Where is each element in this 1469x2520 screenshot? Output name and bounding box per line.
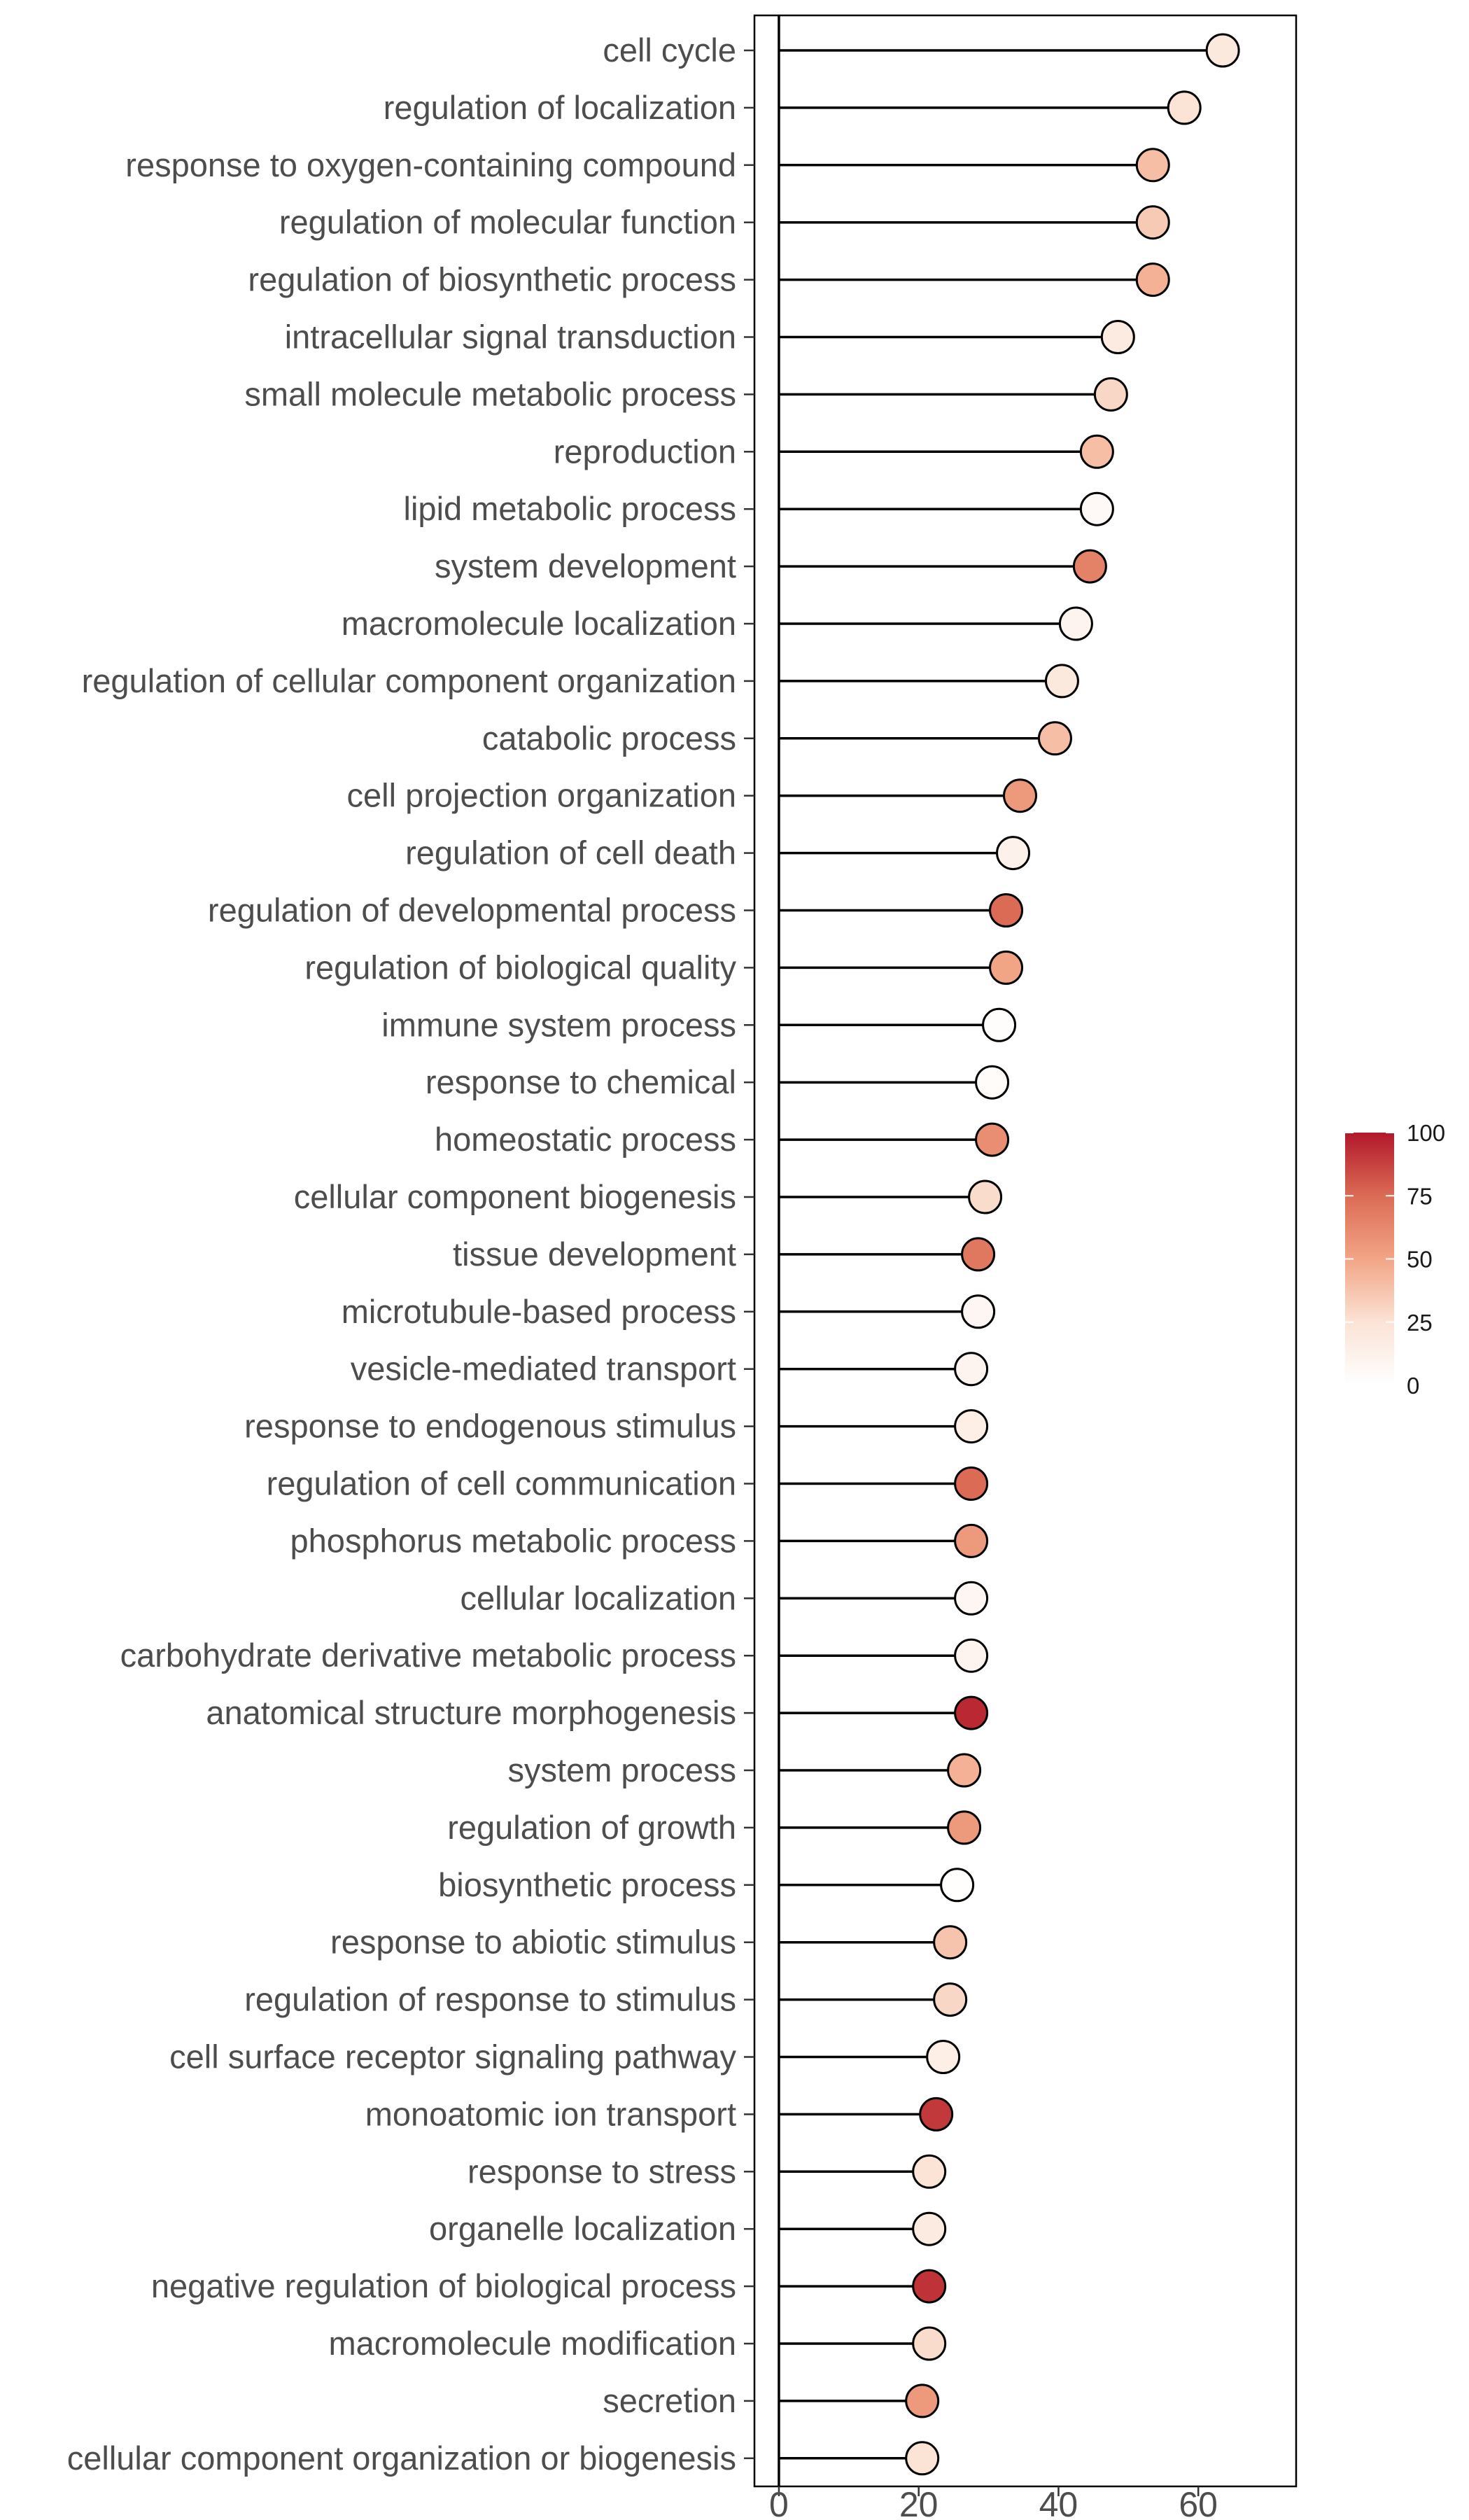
lollipop-point (905, 2384, 940, 2418)
lollipop-point (1205, 33, 1240, 68)
category-label: catabolic process (482, 720, 736, 757)
legend-tick-label: 50 (1407, 1247, 1433, 1273)
legend-tick-label: 100 (1407, 1120, 1445, 1146)
category-label: cell projection organization (347, 777, 737, 814)
category-label: regulation of cell communication (267, 1465, 736, 1502)
category-label: reproduction (554, 433, 736, 470)
category-label: organelle localization (429, 2210, 736, 2247)
category-label: cellular localization (461, 1579, 736, 1616)
lollipop-point (912, 2326, 947, 2361)
category-label: cell surface receptor signaling pathway (169, 2038, 736, 2076)
lollipop-point (1135, 148, 1170, 183)
category-label: system process (508, 1751, 736, 1788)
lollipop-point (954, 1638, 989, 1673)
x-tick-label: 60 (1179, 2485, 1218, 2520)
lollipop-point (926, 2040, 961, 2074)
category-label: response to stress (468, 2152, 736, 2190)
lollipop-point (975, 1065, 1010, 1100)
lollipop-point (1044, 664, 1079, 699)
category-label: macromolecule localization (342, 605, 736, 642)
legend-tick-label: 75 (1407, 1183, 1433, 1209)
category-label: immune system process (381, 1006, 736, 1043)
lollipop-point (1093, 377, 1128, 412)
lollipop-point (1079, 434, 1114, 469)
x-tick-label: 0 (769, 2485, 789, 2520)
category-label: secretion (603, 2382, 736, 2419)
lollipop-point (996, 836, 1031, 871)
category-label: tissue development (453, 1236, 736, 1273)
lollipop-point (989, 893, 1024, 927)
category-label: microtubule-based process (342, 1293, 736, 1330)
x-tick-label: 40 (1039, 2485, 1078, 2520)
category-label: response to abiotic stimulus (330, 1924, 736, 1961)
lollipop-point (961, 1237, 996, 1272)
category-label: macromolecule modification (328, 2325, 736, 2362)
lollipop-point (982, 1007, 1017, 1042)
lollipop-point (954, 1523, 989, 1558)
category-label: response to endogenous stimulus (244, 1408, 736, 1445)
category-label: biosynthetic process (438, 1866, 736, 1903)
lollipop-point (968, 1180, 1003, 1214)
category-label: response to oxygen-containing compound (125, 146, 736, 183)
category-label: regulation of biological quality (304, 948, 736, 986)
category-label: lipid metabolic process (404, 490, 736, 527)
lollipop-point (1003, 778, 1038, 813)
category-label: monoatomic ion transport (365, 2095, 736, 2132)
lollipop-point (975, 1122, 1010, 1157)
lollipop-point (954, 1581, 989, 1616)
category-label: cellular component biogenesis (294, 1178, 736, 1215)
category-label: anatomical structure morphogenesis (206, 1694, 736, 1731)
lollipop-point (947, 1810, 982, 1845)
category-label: regulation of cellular component organiz… (82, 662, 736, 699)
category-label: small molecule metabolic process (244, 375, 736, 412)
lollipop-point (1058, 606, 1093, 641)
lollipop-point (933, 1925, 968, 1960)
lollipop-point (954, 1409, 989, 1444)
lollipop-point (1167, 90, 1202, 125)
category-label: regulation of developmental process (208, 892, 736, 929)
category-label: system development (435, 547, 736, 584)
category-label: homeostatic process (435, 1121, 736, 1158)
category-label: regulation of response to stimulus (244, 1981, 736, 2018)
category-label: cellular component organization or bioge… (67, 2440, 736, 2477)
category-label: regulation of growth (447, 1809, 736, 1846)
lollipop-point (1079, 491, 1114, 526)
lollipop-point (933, 1982, 968, 2017)
category-label: regulation of molecular function (279, 204, 736, 241)
category-label: regulation of localization (384, 89, 736, 126)
lollipop-point (1072, 549, 1107, 584)
x-tick-label: 20 (899, 2485, 939, 2520)
lollipop-point (912, 2211, 947, 2246)
lollipop-point (940, 1868, 975, 1903)
lollipop-point (919, 2096, 954, 2132)
lollipop-point (905, 2441, 940, 2476)
category-label: regulation of biosynthetic process (248, 261, 736, 298)
category-label: carbohydrate derivative metabolic proces… (120, 1637, 736, 1674)
lollipop-point (1037, 721, 1072, 756)
category-label: cell cycle (603, 31, 736, 69)
legend-tick-label: 25 (1407, 1310, 1433, 1336)
color-legend: 0 25 50 75 100 (1345, 1120, 1445, 1399)
category-label: phosphorus metabolic process (290, 1522, 736, 1559)
category-label: intracellular signal transduction (285, 318, 736, 356)
lollipop-point (1100, 320, 1135, 354)
legend-tick-label: 0 (1407, 1373, 1419, 1399)
lollipop-point (954, 1695, 989, 1730)
lollipop-point (954, 1352, 989, 1387)
lollipop-point (947, 1753, 982, 1788)
lollipop-point (961, 1294, 996, 1329)
lollipop-point (1135, 262, 1170, 298)
category-label: regulation of cell death (405, 834, 736, 872)
lollipop-point (912, 2269, 947, 2304)
panel-border (753, 14, 1298, 2488)
lollipop-point (912, 2154, 947, 2189)
category-label: response to chemical (426, 1063, 736, 1100)
lollipop-point (1135, 205, 1170, 240)
category-label: vesicle-mediated transport (351, 1350, 736, 1387)
category-label: negative regulation of biological proces… (151, 2267, 736, 2304)
lollipop-point (954, 1466, 989, 1501)
lollipop-point (989, 950, 1024, 985)
